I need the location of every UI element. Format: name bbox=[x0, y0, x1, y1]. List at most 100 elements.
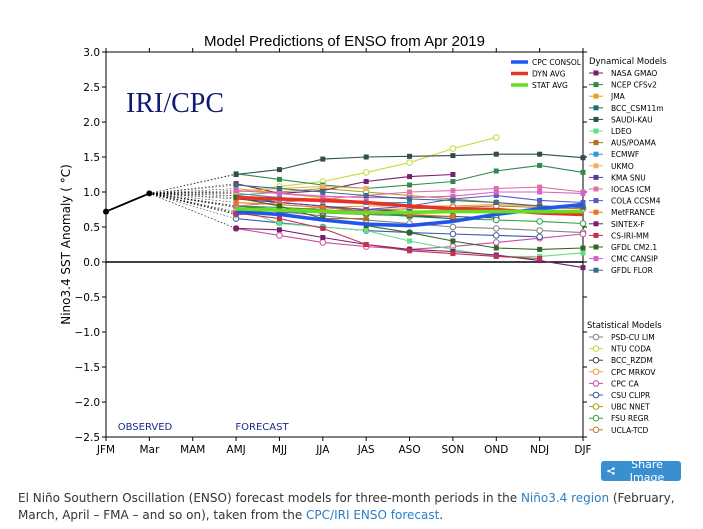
dynamical-legend-marker bbox=[593, 93, 599, 99]
fan-line bbox=[149, 188, 237, 194]
share-image-button[interactable]: Share Image bbox=[601, 458, 681, 484]
dynamical-point bbox=[450, 188, 456, 194]
dynamical-legend-marker bbox=[593, 221, 599, 227]
dynamical-point bbox=[493, 151, 499, 157]
dynamical-point bbox=[276, 176, 282, 182]
dynamical-point bbox=[493, 200, 499, 205]
dynamical-legend-marker bbox=[593, 105, 599, 111]
dynamical-point bbox=[320, 189, 326, 195]
dynamical-legend-label: SAUDI-KAU bbox=[611, 115, 653, 124]
y-tick-label: −2.5 bbox=[75, 432, 101, 444]
dynamical-point bbox=[407, 182, 413, 188]
x-tick-label: DJF bbox=[574, 444, 591, 456]
dynamical-legend-label: ECMWF bbox=[611, 150, 639, 159]
dynamical-point bbox=[537, 162, 543, 168]
consensus-legend: CPC CONSOL DYN AVG STAT AVG bbox=[511, 58, 582, 90]
iri-cpc-watermark: IRI/CPC bbox=[126, 88, 224, 119]
consensus-line bbox=[236, 207, 583, 215]
dynamical-series-line bbox=[236, 185, 367, 193]
dynamical-legend-marker bbox=[593, 186, 599, 192]
statistical-legend-marker bbox=[592, 391, 600, 399]
dynamical-point bbox=[363, 179, 369, 184]
statistical-point bbox=[579, 220, 587, 227]
dynamical-point bbox=[537, 203, 543, 209]
dynamical-legend-label: COLA CCSM4 bbox=[611, 197, 661, 206]
dynamical-point bbox=[450, 251, 456, 257]
x-tick-label: OND bbox=[484, 444, 508, 456]
x-tick-label: JFM bbox=[96, 444, 115, 456]
dynamical-point bbox=[363, 193, 369, 198]
chart-title: Model Predictions of ENSO from Apr 2019 bbox=[204, 33, 485, 50]
fan-line bbox=[149, 173, 237, 194]
statistical-point bbox=[536, 227, 543, 234]
statistical-legend: Statistical Models PSD-CU LIM NTU CODA BCC_… bbox=[587, 321, 662, 435]
dynamical-point bbox=[363, 154, 369, 160]
x-tick-label: SON bbox=[442, 444, 465, 456]
statistical-point bbox=[406, 159, 413, 166]
dynamical-legend: Dynamical Models NASA GMAO NCEP CFSv2 JMA BC… bbox=[589, 57, 667, 275]
dynamical-point bbox=[537, 189, 543, 195]
dynamical-point bbox=[320, 193, 326, 199]
dynamical-point bbox=[537, 184, 543, 190]
observed-line bbox=[105, 192, 150, 213]
dynamical-point bbox=[493, 253, 499, 259]
x-tick-label: MJJ bbox=[272, 444, 287, 456]
figure-caption: El Niño Southern Oscillation (ENSO) fore… bbox=[18, 490, 688, 524]
dynamical-point bbox=[320, 183, 326, 189]
x-tick-label: JAS bbox=[357, 444, 375, 456]
x-tick-label: AMJ bbox=[226, 444, 245, 456]
dynamical-legend-title: Dynamical Models bbox=[589, 57, 667, 67]
dynamical-point bbox=[407, 196, 413, 202]
dynamical-legend-marker bbox=[593, 128, 599, 134]
dynamical-point bbox=[580, 190, 586, 196]
y-tick-label: −0.5 bbox=[75, 292, 101, 304]
dynamical-point bbox=[450, 197, 456, 203]
dynamical-legend-label: NCEP CFSv2 bbox=[611, 81, 657, 90]
dynamical-legend-label: CMC CANSIP bbox=[611, 255, 658, 264]
forecast-fan bbox=[149, 173, 237, 229]
dynamical-point bbox=[363, 228, 369, 233]
dynamical-point bbox=[320, 225, 326, 231]
dynamical-point bbox=[580, 250, 586, 256]
fan-line bbox=[149, 184, 237, 194]
dynamical-legend-marker bbox=[593, 82, 599, 88]
dynamical-legend-label: LDEO bbox=[611, 127, 632, 136]
statistical-legend-label: CPC CA bbox=[611, 379, 640, 388]
consensus-legend-label: DYN AVG bbox=[532, 70, 566, 79]
caption-text-1: El Niño Southern Oscillation (ENSO) fore… bbox=[18, 491, 521, 505]
statistical-legend-label: UCLA-TCD bbox=[611, 426, 648, 435]
dynamical-legend-label: IOCAS ICM bbox=[611, 185, 651, 194]
dynamical-point bbox=[407, 189, 413, 195]
dynamical-legend-marker bbox=[593, 256, 599, 262]
dynamical-legend-label: GFDL FLOR bbox=[611, 266, 653, 275]
y-tick-label: 2.5 bbox=[83, 82, 100, 94]
cpc-iri-forecast-link[interactable]: CPC/IRI ENSO forecast bbox=[306, 508, 440, 522]
statistical-legend-label: NTU CODA bbox=[611, 345, 652, 354]
dynamical-point bbox=[233, 172, 239, 177]
dynamical-point bbox=[233, 225, 239, 231]
dynamical-point bbox=[320, 156, 326, 162]
dynamical-point bbox=[276, 227, 282, 233]
enso-chart: Model Predictions of ENSO from Apr 2019 I… bbox=[59, 33, 667, 456]
dynamical-legend-label: JMA bbox=[610, 92, 626, 101]
x-tick-label: MAM bbox=[180, 444, 205, 456]
dynamical-point bbox=[407, 211, 413, 217]
nino34-region-link[interactable]: Niño3.4 region bbox=[520, 491, 610, 505]
dynamical-point bbox=[493, 189, 499, 195]
statistical-legend-label: FSU REGR bbox=[611, 414, 649, 423]
dynamical-point bbox=[233, 182, 239, 188]
dynamical-legend-marker bbox=[593, 267, 599, 273]
statistical-point bbox=[579, 230, 587, 238]
dynamical-point bbox=[407, 230, 413, 236]
share-image-label: Share Image bbox=[629, 458, 665, 484]
dynamical-point bbox=[450, 153, 456, 159]
dynamical-point bbox=[276, 186, 282, 191]
dynamical-point bbox=[537, 246, 543, 252]
dynamical-point bbox=[320, 235, 326, 240]
dynamical-legend-label: GFDL CM2.1 bbox=[611, 243, 657, 252]
statistical-point bbox=[362, 169, 370, 176]
dynamical-point bbox=[407, 174, 413, 180]
statistical-legend-label: UBC NNET bbox=[611, 403, 650, 412]
dynamical-point bbox=[407, 200, 413, 205]
dynamical-point bbox=[320, 204, 326, 210]
